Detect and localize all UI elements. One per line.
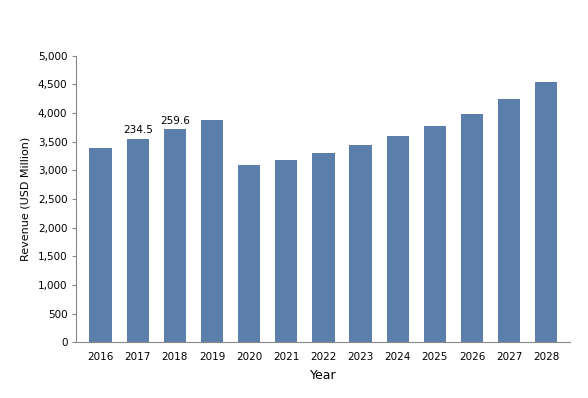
Bar [163,129,186,342]
Y-axis label: Revenue (USD Million): Revenue (USD Million) [21,137,31,261]
Bar [349,145,372,342]
Bar [201,120,223,342]
Text: 234.5: 234.5 [123,125,153,135]
Bar [312,154,335,342]
Bar [126,139,149,342]
Bar [238,165,260,342]
Bar [535,82,557,342]
Bar [275,160,298,342]
Bar [386,136,409,342]
Bar [424,126,446,342]
Bar [89,148,112,342]
Bar [461,115,483,342]
Text: North America Cone Beam Computed Tomography (CBCT) Market (USD Billion): North America Cone Beam Computed Tomogra… [74,23,514,33]
X-axis label: Year: Year [310,369,337,382]
Text: 259.6: 259.6 [160,116,190,126]
Bar [498,99,520,342]
